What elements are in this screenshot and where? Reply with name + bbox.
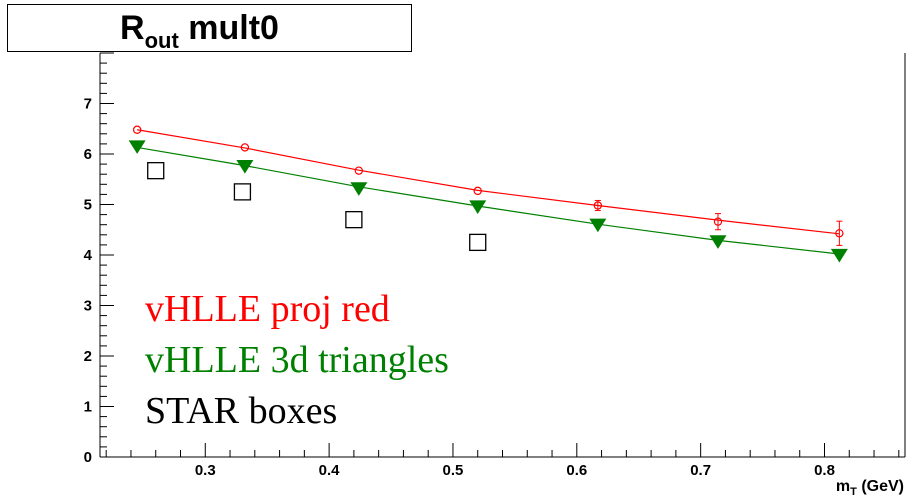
y-tick-label: 1 <box>84 399 92 416</box>
y-tick-label: 5 <box>84 197 92 214</box>
x-axis-label: mT (GeV) <box>836 478 904 498</box>
y-tick-label: 7 <box>84 96 92 113</box>
y-tick-label: 3 <box>84 298 92 315</box>
point-vhlle-3d <box>350 182 368 196</box>
x-tick-label: 0.4 <box>319 462 341 479</box>
point-star <box>233 183 252 201</box>
point-vhlle-3d <box>128 140 146 154</box>
point-star <box>147 162 165 180</box>
point-vhlle-3d <box>830 248 848 263</box>
point-vhlle-3d <box>236 160 254 174</box>
point-vhlle-proj <box>593 201 603 210</box>
point-vhlle-proj <box>835 229 844 238</box>
y-tick-label: 6 <box>84 146 92 163</box>
chart-title-box: Rout mult0 <box>7 4 412 53</box>
chart-title: Rout mult0 <box>120 8 279 53</box>
point-star <box>469 233 487 252</box>
y-tick-label: 0 <box>84 449 92 466</box>
y-tick-label: 4 <box>84 247 93 264</box>
x-tick-label: 0.8 <box>814 462 835 479</box>
point-vhlle-proj <box>240 143 250 152</box>
x-tick-label: 0.3 <box>195 462 216 479</box>
point-vhlle-proj <box>473 186 482 196</box>
point-vhlle-3d <box>589 218 607 233</box>
point-vhlle-proj <box>713 217 723 226</box>
x-tick-label: 0.7 <box>690 462 711 479</box>
axes: 0 1 2 3 4 5 6 7 0.3 0.4 0.5 0.6 0.7 0.8 <box>84 52 906 479</box>
x-tick-label: 0.5 <box>443 462 464 479</box>
point-vhlle-proj <box>354 166 364 175</box>
point-star <box>345 210 363 229</box>
point-vhlle-proj <box>132 125 142 134</box>
legend-label-vhlle-3d: vHLLE 3d triangles <box>145 339 449 381</box>
legend-label-star: STAR boxes <box>145 390 338 432</box>
point-vhlle-3d <box>709 235 727 249</box>
legend-label-vhlle-proj: vHLLE proj red <box>145 288 390 330</box>
data-series <box>128 125 848 263</box>
point-vhlle-3d <box>469 200 487 215</box>
x-tick-label: 0.6 <box>566 462 587 479</box>
y-tick-label: 2 <box>84 348 92 365</box>
